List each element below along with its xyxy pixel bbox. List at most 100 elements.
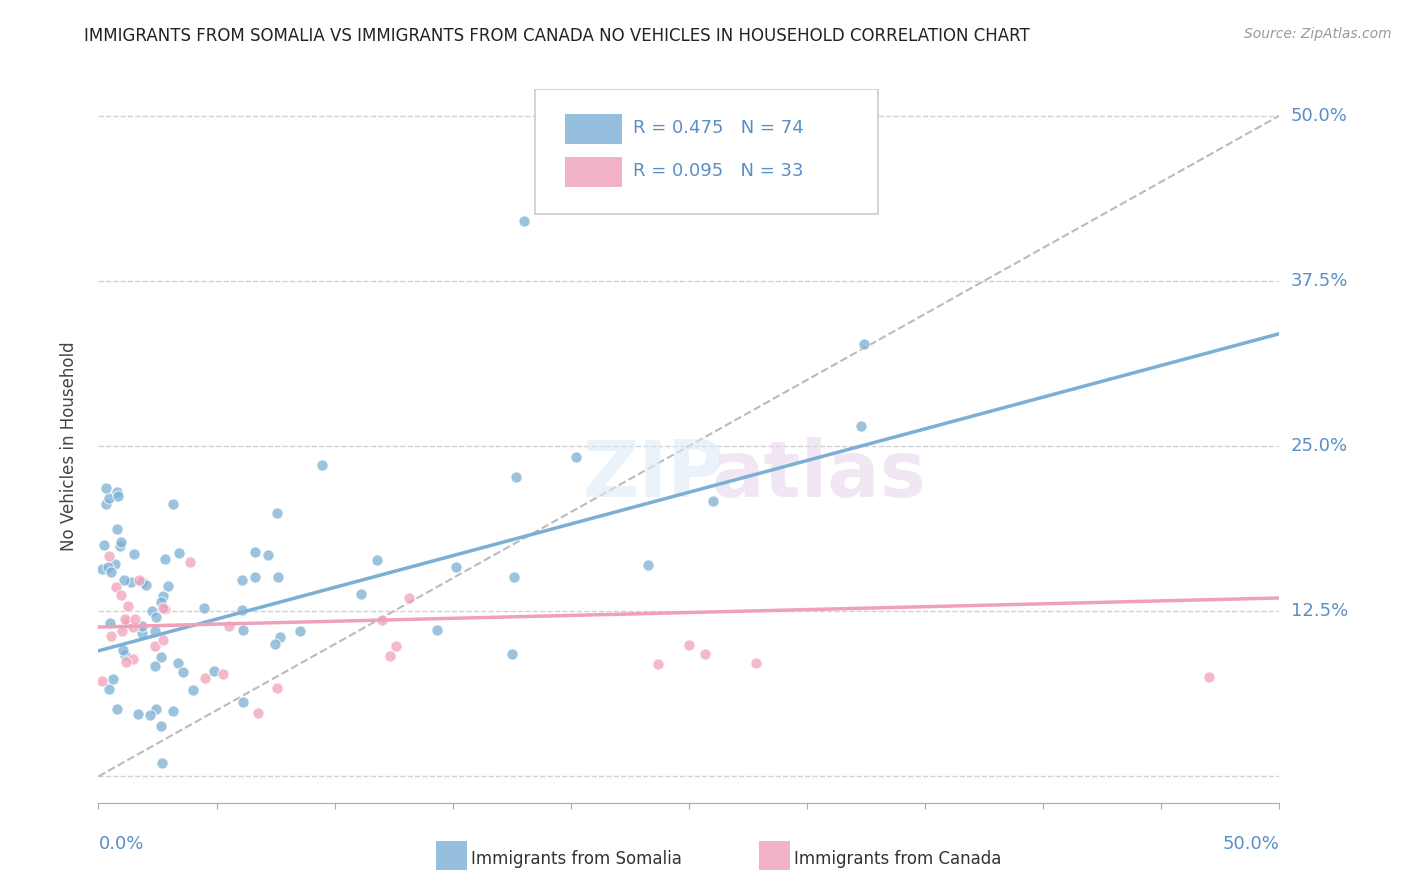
Point xyxy=(378,649,401,664)
Point xyxy=(96,497,118,511)
Point xyxy=(120,574,142,589)
Point xyxy=(512,214,534,228)
Point xyxy=(149,595,172,609)
Point xyxy=(91,562,114,576)
Point xyxy=(678,638,700,652)
Point xyxy=(145,610,167,624)
Point xyxy=(143,639,166,653)
Point xyxy=(1198,670,1220,684)
Text: R = 0.095   N = 33: R = 0.095 N = 33 xyxy=(634,162,804,180)
Point xyxy=(153,602,176,616)
Point xyxy=(104,580,127,594)
Point xyxy=(131,619,153,633)
Point xyxy=(112,573,135,587)
Point xyxy=(149,650,172,665)
Point xyxy=(115,615,138,629)
Point xyxy=(350,587,373,601)
Point xyxy=(141,604,163,618)
Text: atlas: atlas xyxy=(711,436,927,513)
Text: 50.0%: 50.0% xyxy=(1291,107,1347,125)
Point xyxy=(114,611,136,625)
Text: ZIP: ZIP xyxy=(582,436,724,513)
Point xyxy=(371,613,394,627)
Point xyxy=(851,419,873,434)
Point xyxy=(121,620,143,634)
Point xyxy=(232,623,254,637)
Point xyxy=(232,695,254,709)
Point xyxy=(108,539,131,553)
Point xyxy=(152,589,174,603)
Point xyxy=(131,625,153,640)
Point xyxy=(97,560,120,574)
Point xyxy=(565,450,588,464)
Point xyxy=(117,599,139,614)
Point xyxy=(426,623,449,637)
Text: 12.5%: 12.5% xyxy=(1291,602,1348,620)
Point xyxy=(105,522,128,536)
Point xyxy=(181,683,204,698)
Point xyxy=(179,555,201,569)
Point xyxy=(124,612,146,626)
Point xyxy=(139,707,162,722)
Point xyxy=(98,681,121,696)
Point xyxy=(143,659,166,673)
Point xyxy=(105,485,128,500)
Point xyxy=(122,651,145,665)
Point xyxy=(114,648,136,662)
Text: 50.0%: 50.0% xyxy=(1223,835,1279,853)
Point xyxy=(162,704,184,718)
Point xyxy=(100,565,122,579)
Point xyxy=(135,578,157,592)
Point xyxy=(93,538,115,552)
Point xyxy=(647,657,669,671)
Text: 0.0%: 0.0% xyxy=(98,835,143,853)
Point xyxy=(194,671,217,685)
Point xyxy=(243,570,266,584)
Point xyxy=(156,579,179,593)
Point xyxy=(131,575,153,590)
Point xyxy=(153,552,176,566)
Point xyxy=(110,535,132,549)
Point xyxy=(98,615,121,630)
Point xyxy=(105,702,128,716)
FancyBboxPatch shape xyxy=(536,89,877,214)
Point xyxy=(193,601,215,615)
Point xyxy=(231,603,253,617)
Point xyxy=(243,544,266,558)
Point xyxy=(100,629,122,643)
Point xyxy=(202,664,225,678)
Point xyxy=(311,458,333,472)
Point xyxy=(128,573,150,587)
Text: IMMIGRANTS FROM SOMALIA VS IMMIGRANTS FROM CANADA NO VEHICLES IN HOUSEHOLD CORRE: IMMIGRANTS FROM SOMALIA VS IMMIGRANTS FR… xyxy=(84,27,1031,45)
Point xyxy=(167,656,190,670)
Point xyxy=(127,707,149,722)
Point xyxy=(97,549,120,563)
Point xyxy=(385,639,408,653)
Point xyxy=(218,619,240,633)
Point xyxy=(366,553,388,567)
Point xyxy=(107,489,129,503)
Text: R = 0.475   N = 74: R = 0.475 N = 74 xyxy=(634,120,804,137)
Text: 25.0%: 25.0% xyxy=(1291,437,1348,455)
Point xyxy=(145,701,167,715)
Point xyxy=(103,672,125,686)
Point xyxy=(167,546,190,560)
Point xyxy=(150,718,173,732)
Point xyxy=(398,591,420,605)
Point xyxy=(269,630,291,644)
Point xyxy=(211,667,233,681)
Point xyxy=(172,665,194,680)
Point xyxy=(97,491,120,506)
Point xyxy=(505,470,527,484)
Point xyxy=(150,756,173,771)
Point xyxy=(152,633,174,648)
Point xyxy=(115,655,138,669)
Point xyxy=(152,601,174,615)
Point xyxy=(267,570,290,584)
Point xyxy=(145,624,167,639)
Point xyxy=(266,506,288,520)
Point xyxy=(122,547,145,561)
Point xyxy=(111,624,134,639)
Point xyxy=(112,643,135,657)
Text: Immigrants from Somalia: Immigrants from Somalia xyxy=(471,850,682,868)
